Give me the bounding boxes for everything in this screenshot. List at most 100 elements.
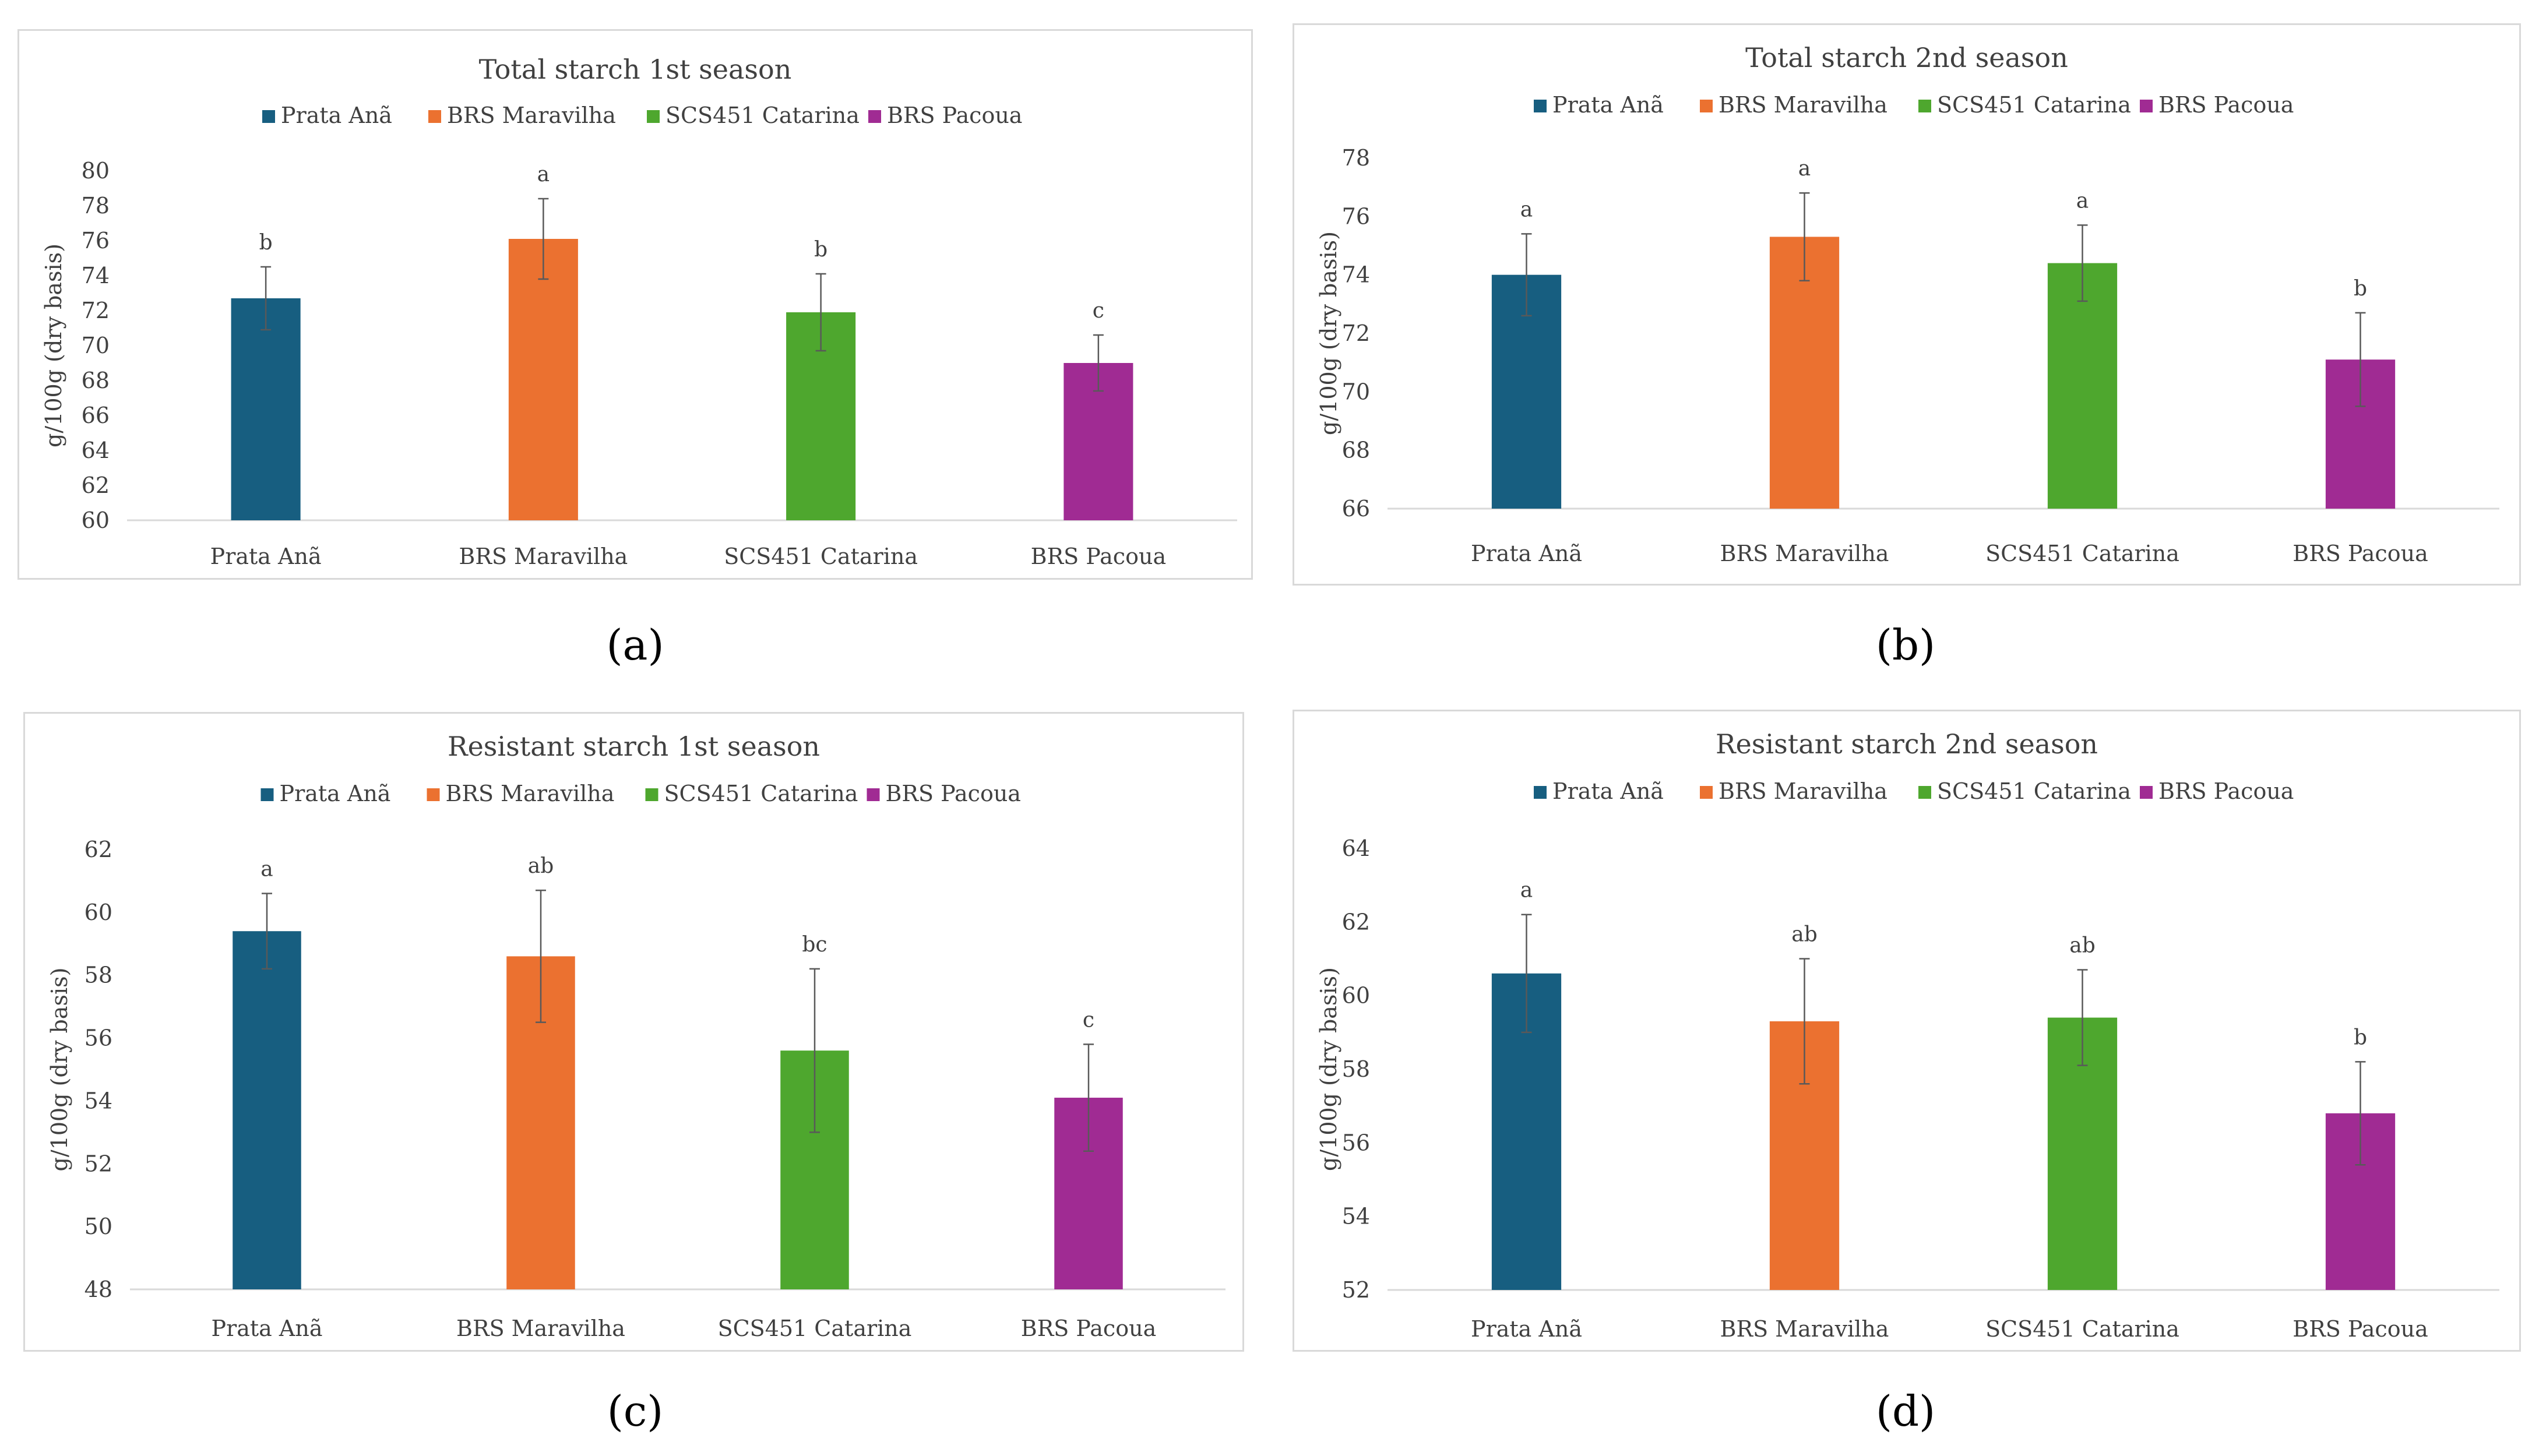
chart-d-ytick-6: 64 — [1342, 835, 1370, 861]
chart-panel-c: Resistant starch 1st season Prata Anã BRS … — [23, 712, 1244, 1352]
chart-a-legend-swatch-3 — [868, 110, 881, 123]
chart-c-ytick-5: 58 — [84, 963, 112, 988]
chart-d-legend-label-3: BRS Pacoua — [2158, 778, 2294, 804]
chart-b-ylabel: g/100g (dry basis) — [1316, 231, 1341, 435]
chart-d-letter-0: a — [1520, 879, 1533, 902]
panel-caption-a: (a) — [548, 621, 723, 669]
chart-a-category-label-3: BRS Pacoua — [1031, 544, 1166, 569]
chart-c-ytick-4: 56 — [84, 1025, 112, 1051]
chart-svg-b: Total starch 2nd season Prata Anã BRS Mara… — [1316, 42, 2499, 566]
chart-d-letter-2: ab — [2069, 933, 2096, 957]
chart-a-category-label-1: BRS Maravilha — [459, 544, 628, 569]
chart-b-bar-1 — [1769, 237, 1840, 509]
chart-b-category-label-1: BRS Maravilha — [1720, 541, 1889, 566]
chart-a-category-label-2: SCS451 Catarina — [724, 544, 918, 569]
chart-c-letter-0: a — [260, 858, 273, 882]
chart-d-category-label-0: Prata Anã — [1471, 1316, 1582, 1342]
chart-c-ytick-2: 52 — [84, 1151, 112, 1176]
panel-caption-b-text: (b) — [1875, 621, 1936, 669]
chart-svg-d: Resistant starch 2nd season Prata Anã BRS … — [1316, 728, 2499, 1342]
chart-a-letter-3: c — [1093, 299, 1104, 323]
chart-a-ytick-4: 68 — [82, 368, 110, 393]
chart-a-ytick-9: 78 — [82, 193, 110, 218]
chart-d-legend-label-0: Prata Anã — [1552, 778, 1664, 804]
chart-d-letter-3: b — [2354, 1025, 2367, 1049]
chart-d-legend-swatch-0 — [1534, 786, 1547, 799]
chart-b-ytick-3: 72 — [1342, 320, 1370, 346]
chart-b-category-label-0: Prata Anã — [1471, 541, 1582, 566]
chart-b-legend-label-2: SCS451 Catarina — [1937, 92, 2131, 118]
chart-d-title: Resistant starch 2nd season — [1716, 728, 2098, 760]
chart-c-category-label-1: BRS Maravilha — [456, 1316, 625, 1341]
chart-d-legend-label-1: BRS Maravilha — [1719, 778, 1887, 804]
chart-c-category-label-0: Prata Anã — [212, 1316, 323, 1341]
chart-b-category-label-2: SCS451 Catarina — [1985, 541, 2179, 566]
chart-c-ytick-6: 60 — [84, 900, 112, 925]
chart-c-category-label-3: BRS Pacoua — [1021, 1316, 1156, 1341]
chart-c-bar-0 — [233, 931, 301, 1289]
chart-a-legend-swatch-0 — [262, 110, 275, 123]
chart-panel-b: Total starch 2nd season Prata Anã BRS Mara… — [1293, 23, 2521, 586]
chart-d-legend-label-2: SCS451 Catarina — [1937, 778, 2131, 804]
chart-b-category-label-3: BRS Pacoua — [2293, 541, 2428, 566]
panel-caption-c-text: (c) — [607, 1387, 664, 1436]
chart-a-legend-swatch-2 — [647, 110, 660, 123]
chart-b-bar-2 — [2047, 263, 2118, 509]
chart-c-legend-label-1: BRS Maravilha — [446, 781, 615, 806]
chart-a-ylabel: g/100g (dry basis) — [41, 244, 66, 447]
chart-d-ytick-1: 54 — [1342, 1204, 1370, 1229]
chart-d-ytick-4: 60 — [1342, 983, 1370, 1009]
chart-c-ytick-1: 50 — [84, 1214, 112, 1239]
chart-d-category-label-1: BRS Maravilha — [1720, 1316, 1889, 1342]
chart-c-ytick-3: 54 — [84, 1088, 112, 1113]
chart-c-legend-swatch-2 — [645, 788, 658, 801]
chart-a-legend-label-0: Prata Anã — [281, 103, 392, 128]
panel-caption-b: (b) — [1818, 621, 1993, 669]
chart-b-ytick-2: 70 — [1342, 379, 1370, 404]
chart-a-letter-2: b — [814, 238, 827, 262]
chart-a-ytick-8: 76 — [82, 228, 110, 253]
chart-a-legend-label-3: BRS Pacoua — [887, 103, 1022, 128]
chart-a-category-label-0: Prata Anã — [210, 544, 322, 569]
chart-b-ytick-5: 76 — [1342, 203, 1370, 229]
chart-b-letter-0: a — [1520, 198, 1533, 221]
chart-b-letter-2: a — [2076, 189, 2089, 213]
chart-b-legend-swatch-0 — [1534, 100, 1547, 112]
panel-caption-d-text: (d) — [1875, 1387, 1936, 1436]
chart-d-ytick-0: 52 — [1342, 1277, 1370, 1303]
chart-d-category-label-3: BRS Pacoua — [2293, 1316, 2428, 1342]
chart-a-ytick-3: 66 — [82, 403, 110, 428]
chart-d-ylabel: g/100g (dry basis) — [1316, 967, 1341, 1171]
chart-a-legend-swatch-1 — [428, 110, 441, 123]
chart-b-letter-3: b — [2354, 277, 2367, 301]
chart-b-ytick-6: 78 — [1342, 145, 1370, 171]
chart-d-legend-swatch-3 — [2140, 786, 2153, 799]
chart-b-ytick-4: 74 — [1342, 262, 1370, 288]
chart-c-category-label-2: SCS451 Catarina — [718, 1316, 912, 1341]
chart-a-title: Total starch 1st season — [479, 54, 792, 85]
chart-c-legend-swatch-1 — [427, 788, 440, 801]
chart-a-bar-1 — [508, 239, 578, 520]
chart-d-category-label-2: SCS451 Catarina — [1985, 1316, 2179, 1342]
chart-b-legend-label-0: Prata Anã — [1552, 92, 1664, 118]
chart-svg-c: Resistant starch 1st season Prata Anã BRS … — [47, 731, 1226, 1341]
chart-a-ytick-6: 72 — [82, 298, 110, 323]
chart-a-ytick-1: 62 — [82, 473, 110, 498]
chart-c-ytick-0: 48 — [84, 1277, 112, 1302]
chart-c-legend-label-3: BRS Pacoua — [886, 781, 1021, 806]
chart-b-ytick-0: 66 — [1342, 496, 1370, 521]
chart-b-letter-1: a — [1798, 157, 1811, 181]
chart-d-ytick-2: 56 — [1342, 1130, 1370, 1155]
chart-a-legend-label-1: BRS Maravilha — [447, 103, 616, 128]
chart-c-legend-swatch-0 — [260, 788, 274, 801]
chart-a-ytick-10: 80 — [82, 158, 110, 184]
chart-panel-a: Total starch 1st season Prata Anã BRS Mara… — [17, 29, 1253, 580]
chart-b-legend-swatch-2 — [1918, 100, 1931, 112]
panel-caption-d: (d) — [1818, 1387, 1993, 1436]
chart-b-legend-label-3: BRS Pacoua — [2158, 92, 2294, 118]
chart-a-bar-0 — [231, 298, 301, 520]
chart-a-ytick-5: 70 — [82, 333, 110, 358]
chart-d-legend-swatch-1 — [1700, 786, 1713, 799]
chart-c-ylabel: g/100g (dry basis) — [47, 968, 72, 1172]
chart-d-legend-swatch-2 — [1918, 786, 1931, 799]
